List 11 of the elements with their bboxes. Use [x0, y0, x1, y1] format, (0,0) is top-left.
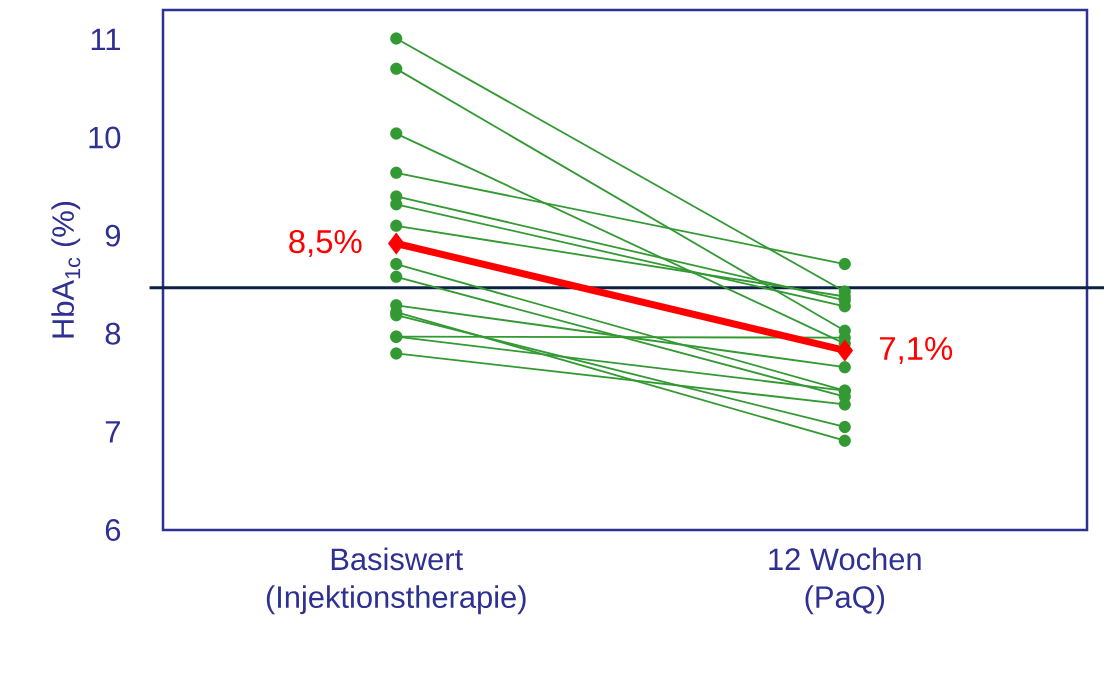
x-tick-label: 12 Wochen (PaQ) — [769, 547, 921, 615]
y-tick-label: 11 — [91, 28, 120, 51]
y-axis-title: HbA$_{1c}$ (%) — [51, 201, 81, 338]
x-tick-label: Basiswert (Injektionstherapie) — [266, 547, 526, 615]
y-tick-label: 6 — [105, 519, 121, 541]
y-tick-label: 9 — [105, 224, 121, 247]
y-tick-label: 8 — [105, 322, 121, 345]
y-tick-label: 7 — [105, 421, 120, 443]
annotation: 7,1% — [880, 336, 953, 364]
annotation: 8,5% — [289, 229, 362, 258]
y-tick-label: 10 — [89, 126, 121, 149]
